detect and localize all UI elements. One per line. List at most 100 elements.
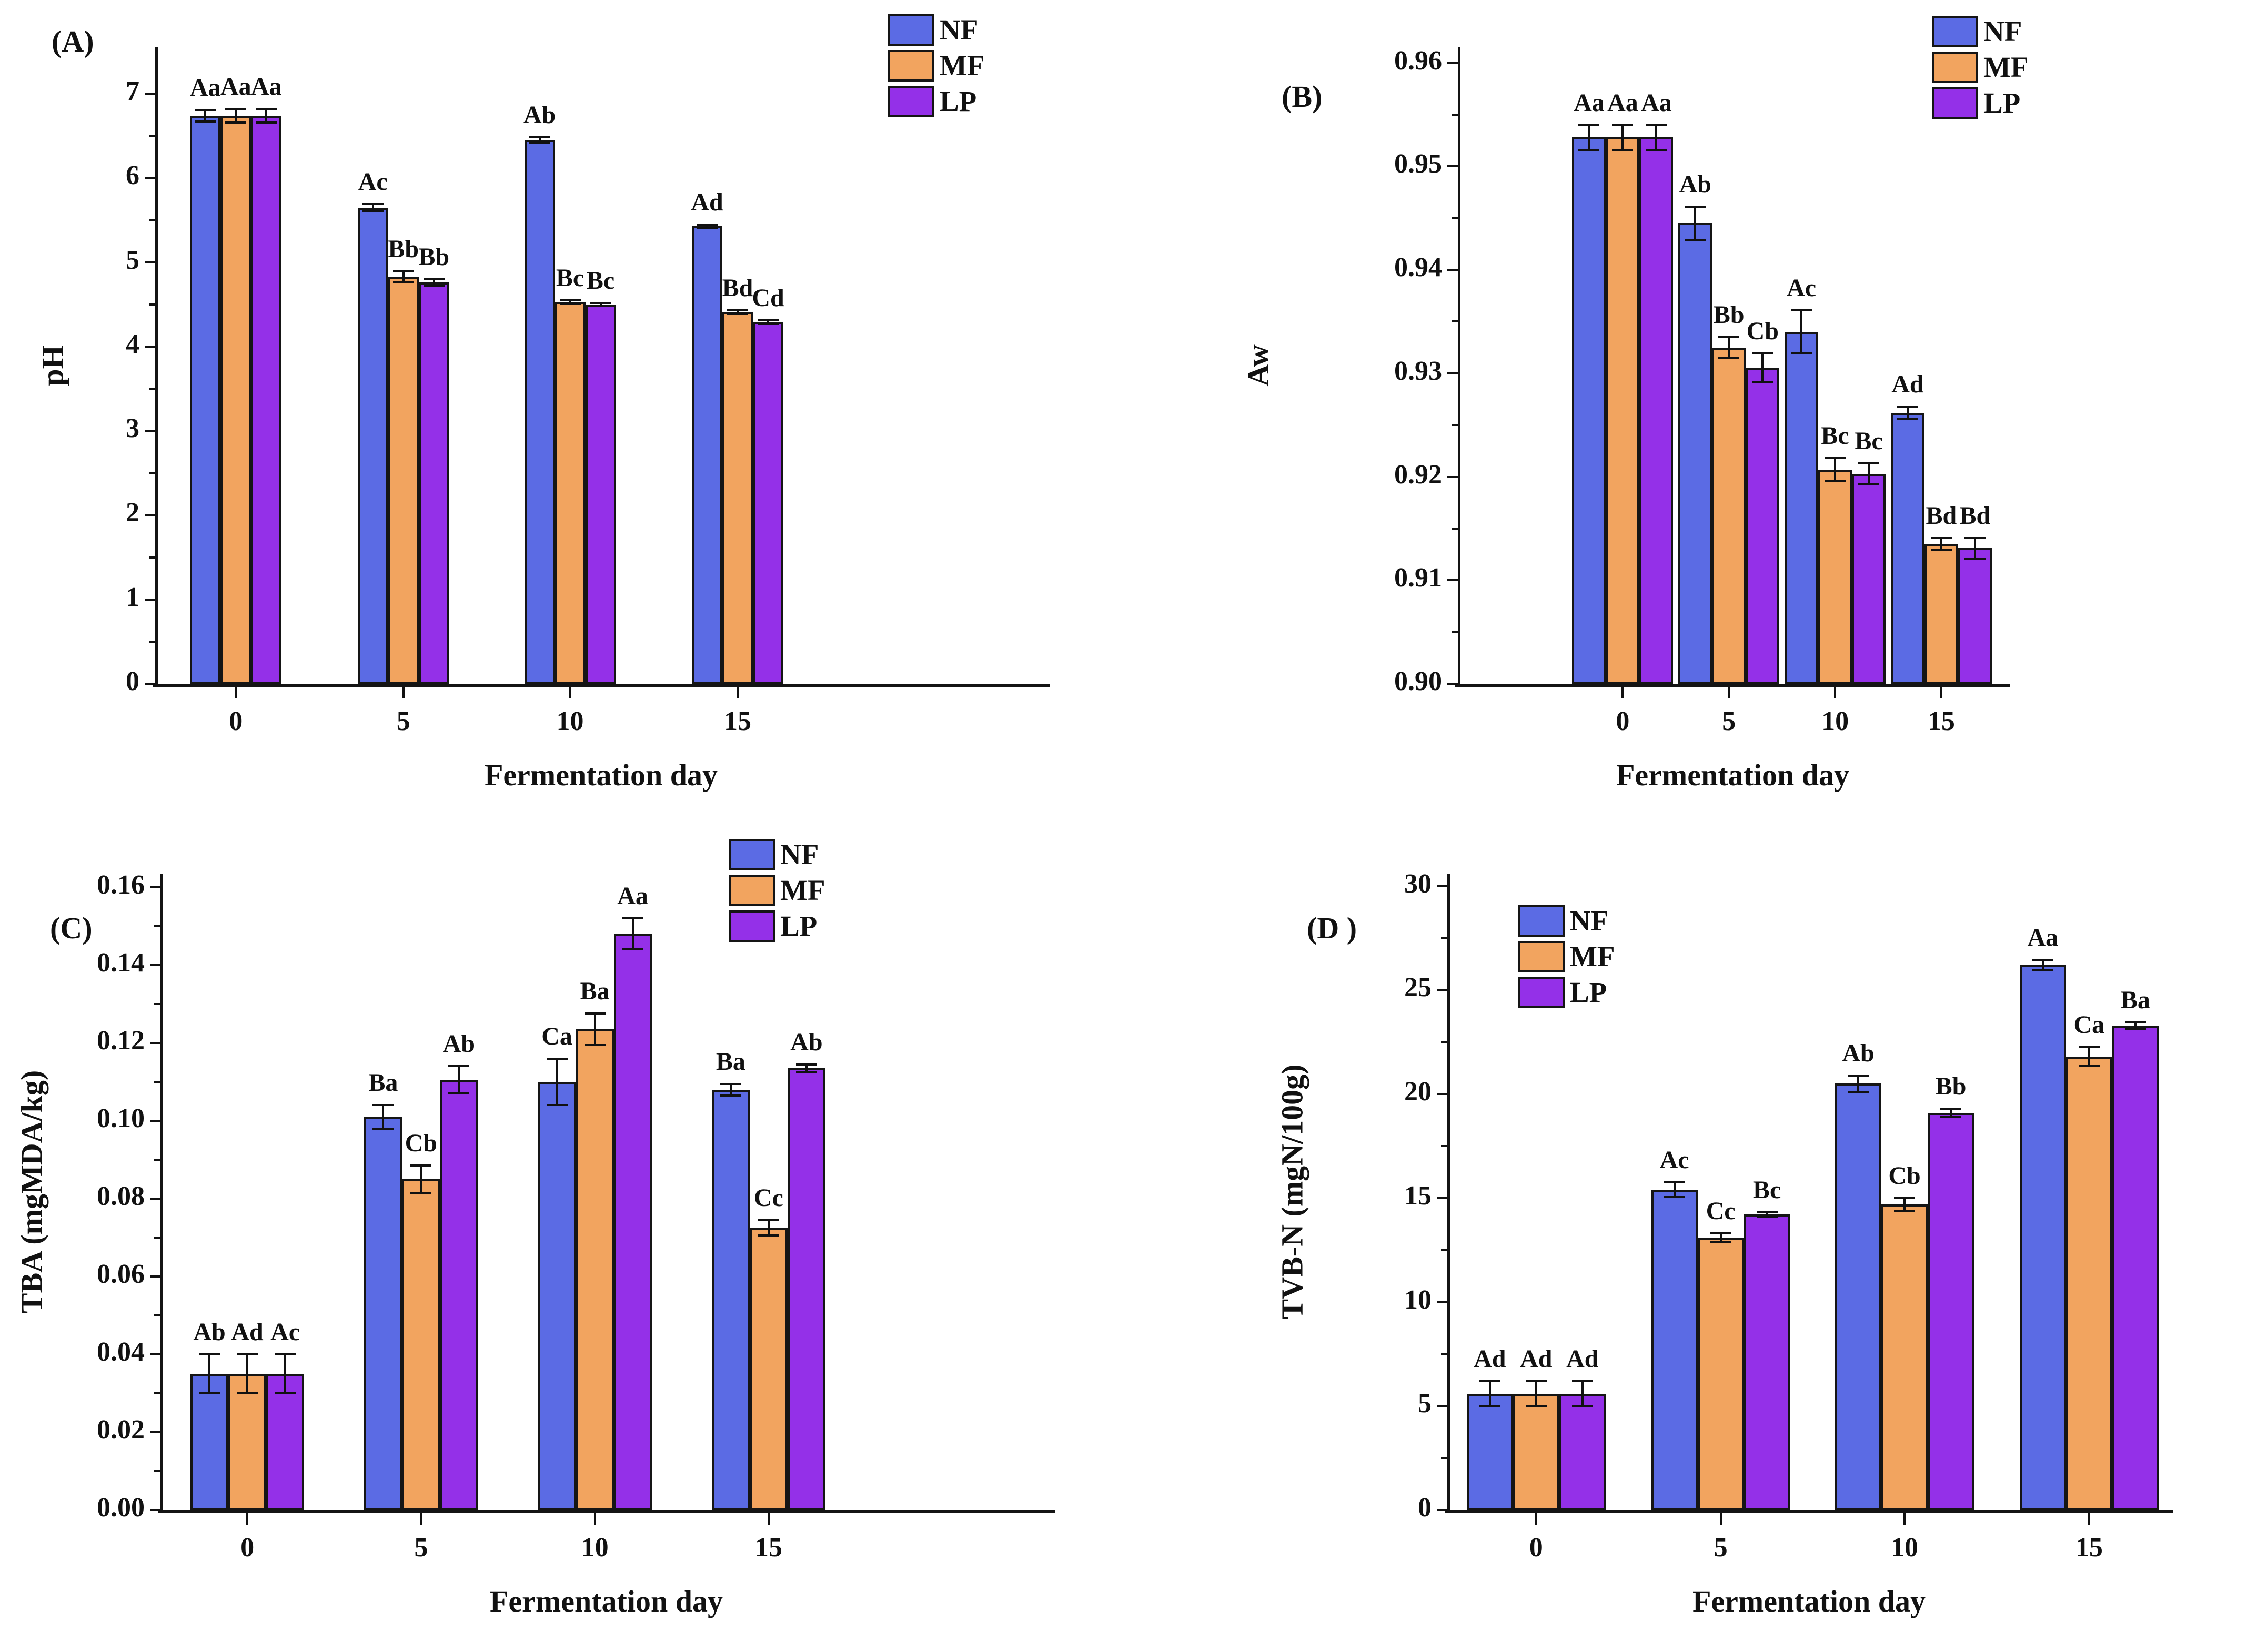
error-bar-cap-top — [529, 136, 550, 139]
significance-label: Aa — [1641, 88, 1672, 117]
y-minor-tick — [1452, 631, 1458, 633]
x-major-tick — [1834, 687, 1837, 698]
significance-label: Ba — [580, 977, 610, 1006]
error-bar-cap-bottom — [1578, 148, 1600, 151]
error-bar-line — [593, 1014, 596, 1045]
error-bar-cap-top — [758, 1219, 779, 1221]
error-bar-cap-top — [1646, 124, 1667, 126]
bar-NF-day5 — [1651, 1190, 1698, 1510]
significance-label: Ba — [2120, 986, 2150, 1014]
significance-label: Aa — [220, 72, 251, 100]
y-major-tick — [150, 1431, 160, 1433]
bar-NF-day0 — [1466, 1393, 1513, 1510]
x-tick-label: 15 — [1927, 706, 1955, 736]
x-major-tick — [1719, 1513, 1722, 1525]
legend-swatch-LP — [888, 85, 934, 117]
bar-MF-day0 — [220, 115, 251, 684]
y-tick-label: 0.92 — [1394, 459, 1442, 490]
x-tick-label: 5 — [396, 706, 410, 736]
bar-MF-day0 — [228, 1373, 267, 1510]
error-bar-line — [1906, 406, 1909, 419]
error-bar-cap-bottom — [1664, 1195, 1685, 1198]
significance-label: Ac — [1787, 273, 1817, 302]
significance-label: Ad — [231, 1317, 264, 1346]
significance-label: Ab — [442, 1030, 475, 1058]
bar-NF-day5 — [1678, 223, 1712, 684]
y-axis-title: TVB-N (mgN/100g) — [1275, 1064, 1309, 1320]
y-tick-label: 0.08 — [97, 1181, 145, 1211]
error-bar-cap-bottom — [1897, 418, 1918, 420]
y-tick-label: 0.16 — [97, 869, 145, 900]
bar-LP-day5 — [418, 282, 449, 684]
y-minor-tick — [154, 1158, 160, 1161]
error-bar-line — [1950, 1108, 1952, 1117]
y-minor-tick — [1441, 1457, 1447, 1460]
y-major-tick — [150, 1509, 160, 1511]
error-bar-line — [1834, 458, 1837, 481]
legend-item-MF: MF — [1518, 940, 1615, 973]
error-bar-cap-top — [1940, 1107, 1962, 1110]
x-tick-label: 10 — [1821, 706, 1849, 736]
y-major-tick — [145, 683, 155, 685]
bar-LP-day15 — [752, 322, 783, 684]
y-tick-label: 5 — [126, 245, 139, 275]
legend-label-MF: MF — [780, 874, 825, 906]
y-axis-spine — [160, 874, 163, 1513]
x-major-tick — [1940, 687, 1942, 698]
error-bar-cap-bottom — [529, 141, 550, 144]
error-bar-cap-bottom — [1685, 238, 1706, 241]
y-major-tick — [1447, 62, 1458, 64]
error-bar-cap-bottom — [275, 1392, 296, 1394]
bar-NF-day5 — [357, 207, 388, 684]
significance-label: Bb — [1713, 300, 1745, 329]
legend-label-NF: NF — [1983, 15, 2022, 47]
error-bar-line — [736, 310, 739, 314]
bar-MF-day10 — [576, 1029, 614, 1510]
bar-LP-day0 — [266, 1373, 305, 1510]
bar-NF-day15 — [691, 226, 722, 684]
y-tick-label: 20 — [1404, 1077, 1432, 1107]
legend-item-NF: NF — [1518, 904, 1608, 937]
error-bar-line — [420, 1165, 422, 1193]
error-bar-cap-top — [448, 1065, 470, 1068]
significance-label: Aa — [617, 882, 648, 910]
y-minor-tick — [154, 1469, 160, 1472]
error-bar-cap-top — [696, 223, 718, 226]
bar-NF-day10 — [1785, 332, 1819, 684]
bar-MF-day15 — [1924, 544, 1958, 684]
legend-swatch-NF — [888, 14, 934, 46]
legend-item-NF: NF — [888, 13, 978, 46]
legend-item-MF: MF — [1932, 50, 2029, 84]
bar-NF-day10 — [538, 1081, 576, 1510]
error-bar-cap-top — [237, 1353, 258, 1355]
significance-label: Bc — [1752, 1175, 1781, 1204]
legend-label-LP: LP — [1983, 87, 2021, 119]
bar-NF-day0 — [190, 115, 221, 684]
significance-label: Ac — [270, 1317, 300, 1346]
y-tick-label: 1 — [126, 582, 139, 612]
y-minor-tick — [149, 219, 155, 221]
error-bar-cap-top — [1825, 457, 1846, 460]
y-major-tick — [1447, 372, 1458, 374]
error-bar-cap-top — [275, 1353, 296, 1355]
y-major-tick — [1437, 885, 1447, 887]
panel-D: (D ) TVB-N (mgN/100g) 0 5 10 15 20 25 30 0 5 10 15 Fe… — [1124, 826, 2247, 1652]
x-tick-label: 0 — [1529, 1533, 1543, 1563]
significance-label: Bd — [722, 274, 753, 302]
legend-item-LP: LP — [1518, 976, 1607, 1009]
y-major-tick — [1447, 579, 1458, 582]
bar-LP-day0 — [1559, 1393, 1606, 1510]
x-major-tick — [1535, 1513, 1537, 1525]
significance-label: Ab — [193, 1317, 226, 1346]
y-tick-label: 10 — [1404, 1284, 1432, 1315]
x-major-tick — [767, 1513, 770, 1525]
error-bar-cap-bottom — [423, 285, 445, 287]
y-tick-label: 30 — [1404, 868, 1432, 899]
significance-label: Aa — [250, 72, 282, 100]
error-bar-line — [371, 204, 374, 211]
x-major-tick — [246, 1513, 249, 1525]
error-bar-cap-bottom — [448, 1092, 470, 1095]
y-tick-label: 0.95 — [1394, 149, 1442, 179]
y-tick-label: 0.10 — [97, 1103, 145, 1133]
error-bar-cap-bottom — [1848, 1091, 1869, 1093]
